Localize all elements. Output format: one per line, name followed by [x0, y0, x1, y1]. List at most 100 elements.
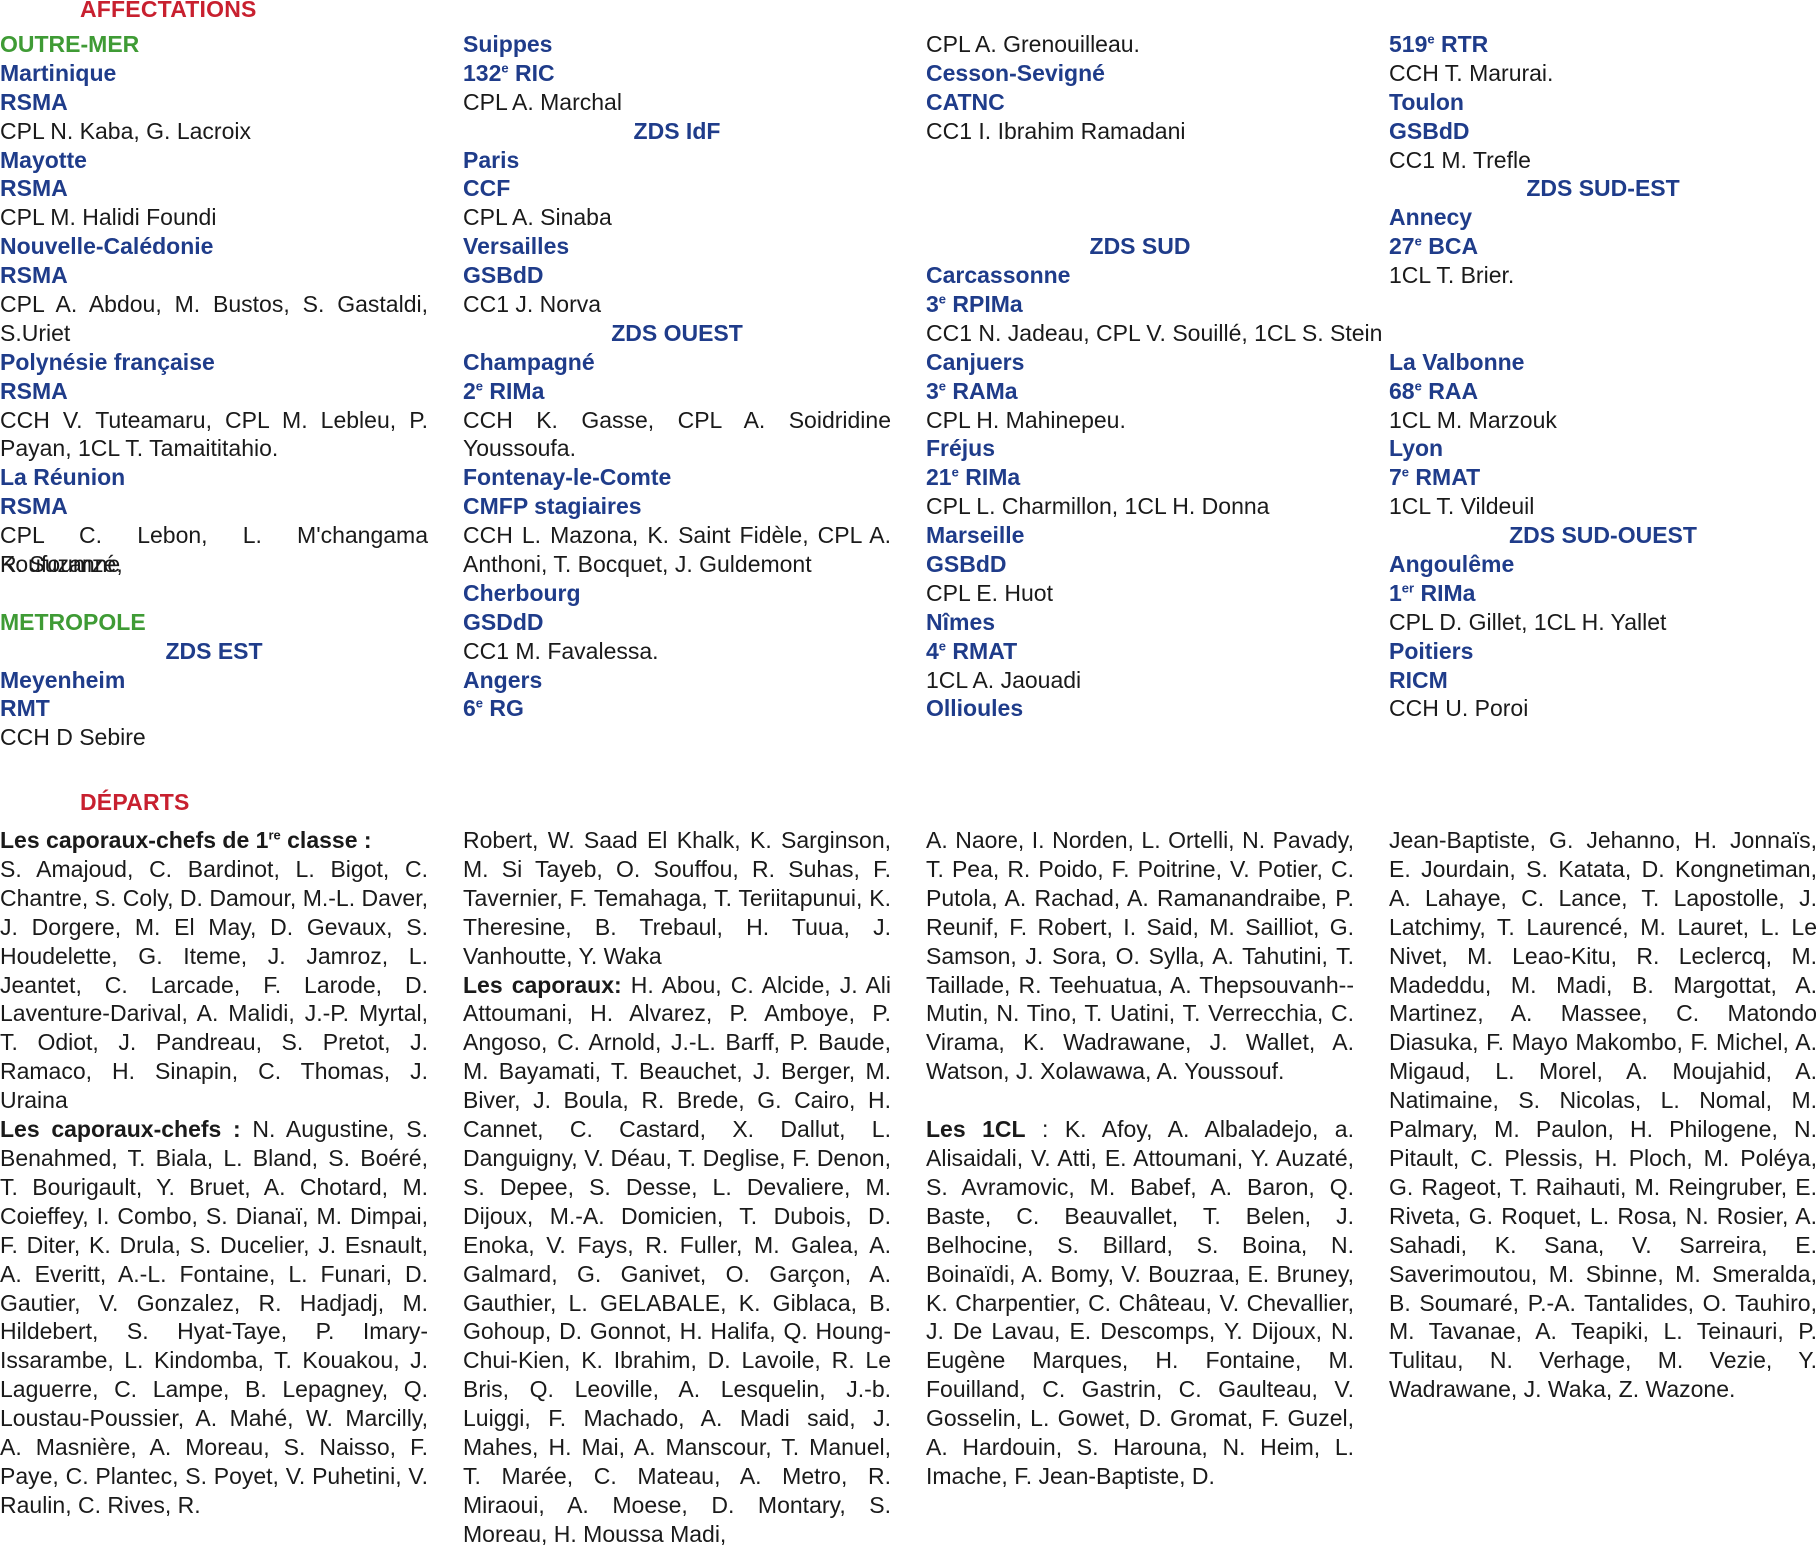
unit-or-location: GSDdD [463, 608, 544, 635]
personnel-line: CC1 N. Jadeau, CPL V. Souillé, 1CL S. St… [926, 319, 1383, 346]
personnel-line: CPL A. Grenouilleau. [926, 31, 1140, 57]
unit-or-location: Polynésie française [0, 348, 215, 375]
unit-or-location: 3e RAMa [926, 377, 1018, 404]
unit-or-location: RICM [1389, 666, 1448, 693]
unit-or-location: 519e RTR [1389, 31, 1489, 57]
blank-line [1389, 319, 1816, 348]
unit-or-location: Nîmes [926, 608, 996, 635]
unit-or-location: Martinique [0, 59, 117, 86]
unit-or-location: GSBdD [926, 551, 1007, 578]
unit-or-location: Suippes [463, 31, 553, 57]
blank-line [926, 146, 1354, 175]
unit-or-location: GSBdD [1389, 117, 1470, 144]
unit-or-location: RSMA [0, 262, 68, 289]
zone-heading: ZDS EST [165, 637, 263, 664]
unit-or-location: Marseille [926, 522, 1025, 549]
blank-line [926, 174, 1354, 203]
personnel-line: 1CL T. Vildeuil [1389, 493, 1535, 520]
unit-or-location: 1er RIMa [1389, 579, 1476, 606]
unit-or-location: 2e RIMa [463, 377, 545, 404]
affectations-title: AFFECTATIONS [80, 0, 257, 22]
unit-or-location: Champagné [463, 348, 595, 375]
unit-or-location: Cesson-Sevigné [926, 59, 1105, 86]
personnel-line: 1CL T. Brier. [1389, 262, 1515, 289]
unit-or-location: GSBdD [463, 262, 544, 289]
blank-line [1389, 290, 1816, 319]
unit-or-location: Fontenay-le-Comte [463, 464, 672, 491]
personnel-line: CPL A. Abdou, M. Bustos, S. Gastaldi, [0, 291, 428, 318]
unit-or-location: Lyon [1389, 435, 1444, 462]
unit-or-location: Angers [463, 666, 543, 693]
unit-or-location: RSMA [0, 175, 68, 202]
personnel-line: CPL A. Sinaba [463, 204, 612, 231]
personnel-line: CCH T. Marurai. [1389, 59, 1554, 86]
zone-heading: ZDS SUD-EST [1526, 175, 1680, 202]
personnel-line: Payan, 1CL T. Tamaititahio. [0, 435, 279, 462]
unit-or-location: CMFP stagiaires [463, 493, 642, 520]
departs-column-4: Jean-Baptiste, G. Jehanno, H. Jonnaïs, E… [1389, 826, 1816, 1404]
names-list: Robert, W. Saad El Khalk, K. Sarginson, … [463, 827, 891, 969]
region-heading: METROPOLE [0, 608, 146, 635]
unit-or-location: RSMA [0, 377, 68, 404]
unit-or-location: La Valbonne [1389, 348, 1525, 375]
personnel-line: R. Suzanne [0, 551, 121, 578]
departs-column-1: Les caporaux-chefs de 1re classe : S. Am… [0, 826, 428, 1520]
names-list: N. Augustine, S. Benahmed, T. Biala, L. … [0, 1116, 428, 1518]
unit-or-location: 132e RIC [463, 59, 555, 86]
personnel-line: CPL E. Huot [926, 579, 1053, 606]
unit-or-location: RMT [0, 695, 50, 722]
blank-line [0, 579, 428, 608]
unit-or-location: Paris [463, 146, 520, 173]
unit-or-location: CCF [463, 175, 511, 202]
personnel-line: CPL M. Halidi Foundi [0, 204, 217, 231]
unit-or-location: RSMA [0, 88, 68, 115]
personnel-line: CCH K. Gasse, CPL A. Soidridine [463, 406, 891, 433]
personnel-line: CCH D Sebire [0, 724, 146, 751]
rank-heading-cc1: Les caporaux-chefs de 1re classe : [0, 827, 372, 853]
names-list: : K. Afoy, A. Albaladejo, a. Alisaidali,… [926, 1116, 1354, 1489]
personnel-line: CPL L. Charmillon, 1CL H. Donna [926, 493, 1270, 520]
unit-or-location: Annecy [1389, 204, 1473, 231]
unit-or-location: 68e RAA [1389, 377, 1479, 404]
unit-or-location: Mayotte [0, 146, 87, 173]
departs-text-4: Jean-Baptiste, G. Jehanno, H. Jonnaïs, E… [1389, 826, 1816, 1404]
departs-text-1: Les caporaux-chefs de 1re classe : S. Am… [0, 826, 428, 1520]
unit-or-location: Nouvelle-Calédonie [0, 233, 214, 260]
unit-or-location: Versailles [463, 233, 570, 260]
unit-or-location: 4e RMAT [926, 637, 1018, 664]
zone-heading: ZDS OUEST [611, 319, 743, 346]
personnel-line: 1CL A. Jaouadi [926, 666, 1082, 693]
personnel-line: CCH L. Mazona, K. Saint Fidèle, CPL A. [463, 522, 891, 549]
unit-or-location: Angoulême [1389, 551, 1515, 578]
personnel-line: CPL D. Gillet, 1CL H. Yallet [1389, 608, 1667, 635]
personnel-line: CC1 M. Favalessa. [463, 637, 659, 664]
unit-or-location: 27e BCA [1389, 233, 1479, 260]
names-list: A. Naore, I. Norden, L. Ortelli, N. Pava… [926, 827, 1354, 1085]
unit-or-location: Fréjus [926, 435, 996, 462]
rank-heading-1cl: Les 1CL [926, 1116, 1026, 1143]
departs-title: DÉPARTS [80, 789, 190, 815]
unit-or-location: Poitiers [1389, 637, 1474, 664]
zone-heading: ZDS SUD [1089, 233, 1191, 260]
personnel-line: CPL C. Lebon, L. M'changama Koufoumzé, [0, 522, 428, 578]
affectations-column-4: 519e RTR CCH T. Marurai. Toulon GSBdD CC1 M.… [1389, 30, 1816, 723]
personnel-line: CC1 M. Trefle [1389, 146, 1531, 173]
personnel-line: S.Uriet [0, 319, 71, 346]
departs-column-3: A. Naore, I. Norden, L. Ortelli, N. Pava… [926, 826, 1354, 1491]
unit-or-location: 3e RPIMa [926, 291, 1023, 318]
unit-or-location: Meyenheim [0, 666, 126, 693]
personnel-line: CPL A. Marchal [463, 88, 622, 115]
affectations-column-1: OUTRE-MER Martinique RSMA CPL N. Kaba, G. L… [0, 30, 428, 752]
blank-line [926, 203, 1354, 232]
departs-text-2: Robert, W. Saad El Khalk, K. Sarginson, … [463, 826, 891, 1549]
unit-or-location: 21e RIMa [926, 464, 1021, 491]
personnel-line: CPL H. Mahinepeu. [926, 406, 1126, 433]
names-list: S. Amajoud, C. Bardinot, L. Bigot, C. Ch… [0, 855, 428, 1114]
region-heading: OUTRE-MER [0, 31, 140, 57]
unit-or-location: Ollioules [926, 695, 1024, 722]
zone-heading: ZDS SUD-OUEST [1509, 522, 1697, 549]
personnel-line: CCH V. Tuteamaru, CPL M. Lebleu, P. [0, 406, 428, 433]
rank-heading-cch: Les caporaux-chefs : [0, 1116, 241, 1143]
names-list: H. Abou, C. Alcide, J. Ali Attoumani, H.… [463, 971, 891, 1547]
zone-heading: ZDS IdF [633, 117, 721, 144]
